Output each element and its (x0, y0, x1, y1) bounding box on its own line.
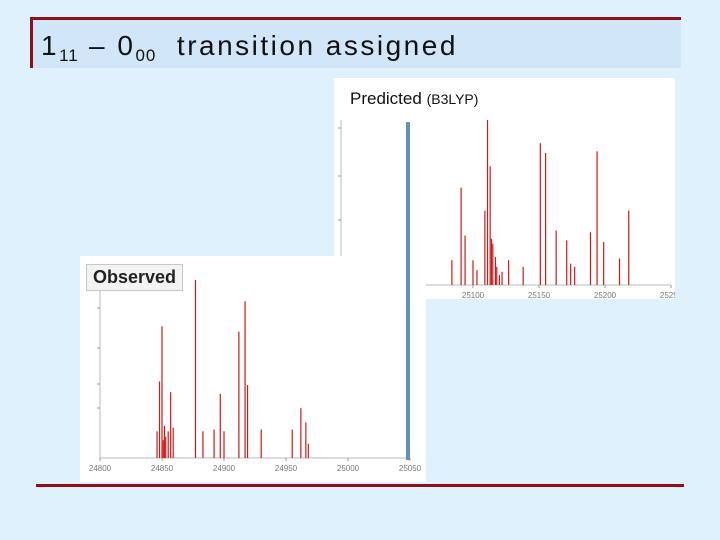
predicted-tick-label: 25150 (528, 291, 551, 299)
alignment-marker (406, 122, 410, 460)
title-bar: 111 – 000 transition assigned (30, 17, 681, 68)
observed-spectrum-panel: 24800 24850 24900 24950 25000 25050 Observed (80, 256, 426, 482)
observed-tick-label: 24850 (151, 464, 174, 473)
slide-title: 111 – 000 transition assigned (41, 30, 458, 65)
observed-tick-label: 25050 (399, 464, 422, 473)
predicted-tick-label: 25250 (660, 291, 675, 299)
observed-tick-label: 25000 (337, 464, 360, 473)
predicted-tick-label: 25200 (594, 291, 617, 299)
observed-tick-label: 24900 (213, 464, 236, 473)
observed-label: Observed (86, 264, 184, 291)
observed-tick-label: 24800 (89, 464, 112, 473)
observed-tick-label: 24950 (275, 464, 298, 473)
predicted-tick-label: 25100 (462, 291, 485, 299)
predicted-label: Predicted (B3LYP) (350, 89, 479, 108)
bottom-rule (36, 484, 684, 487)
observed-spectrum-plot: 24800 24850 24900 24950 25000 25050 (89, 280, 422, 473)
